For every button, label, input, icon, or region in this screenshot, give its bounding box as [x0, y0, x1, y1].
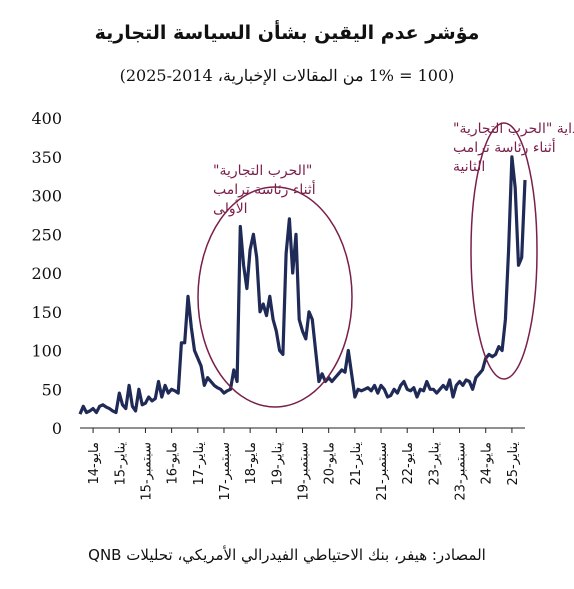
chart-subtitle: (100 = 1% من المقالات الإخبارية، 2014-20… — [119, 66, 455, 85]
x-tick-label: مايو-18 — [244, 442, 259, 485]
x-tick-label: يناير-21 — [349, 442, 364, 486]
y-tick-label: 400 — [31, 109, 62, 128]
annotation-second-trade-war: الثانية — [453, 159, 485, 175]
x-tick-label: مايو-22 — [401, 442, 416, 485]
y-tick-label: 350 — [31, 148, 62, 167]
x-tick-label: مايو-20 — [323, 442, 338, 485]
x-tick-label: يناير-25 — [506, 442, 521, 486]
y-tick-label: 150 — [31, 303, 62, 322]
chart-title: مؤشر عدم اليقين بشأن السياسة التجارية — [94, 22, 480, 44]
y-tick-label: 200 — [31, 264, 62, 283]
series-line — [78, 155, 527, 415]
y-tick-label: 100 — [31, 342, 62, 361]
y-tick-label: 250 — [31, 225, 62, 244]
x-tick-label: مايو-16 — [166, 442, 181, 485]
highlight-ellipse-second — [470, 122, 538, 380]
annotation-first-trade-war: أثناء رئاسة ترامب — [213, 180, 316, 198]
x-tick-label: سبتمبر-17 — [218, 442, 233, 501]
y-tick-label: 50 — [42, 380, 62, 399]
annotation-second-trade-war: أثناء رئاسة ترامب — [453, 138, 556, 156]
x-tick-label: يناير-23 — [427, 442, 442, 486]
highlight-ellipse-first — [197, 186, 353, 408]
x-tick-label: يناير-15 — [113, 442, 128, 486]
x-tick-label: مايو-14 — [87, 442, 102, 485]
annotation-first-trade-war: الأولى — [213, 199, 248, 217]
annotation-first-trade-war: "الحرب التجارية" — [213, 163, 312, 179]
x-tick-label: سبتمبر-21 — [375, 442, 390, 501]
y-tick-label: 300 — [31, 187, 62, 206]
annotation-second-trade-war: بداية "الحرب التجارية" — [453, 121, 574, 137]
x-tick-label: سبتمبر-19 — [297, 442, 312, 501]
x-tick-label: يناير-19 — [270, 442, 285, 486]
y-tick-label: 0 — [52, 419, 62, 438]
x-tick-label: يناير-17 — [192, 442, 207, 486]
source-note: المصادر: هيفر، بنك الاحتياطي الفيدرالي ا… — [88, 546, 486, 564]
x-tick-label: سبتمبر-15 — [139, 442, 154, 501]
x-tick-label: مايو-24 — [480, 442, 495, 485]
x-tick-label: سبتمبر-23 — [454, 442, 469, 501]
